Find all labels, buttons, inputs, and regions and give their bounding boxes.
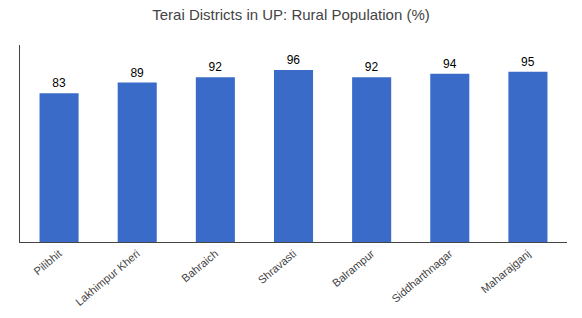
svg-text:83: 83 xyxy=(52,76,66,90)
svg-text:92: 92 xyxy=(365,60,379,74)
svg-text:94: 94 xyxy=(443,57,457,71)
svg-text:89: 89 xyxy=(130,66,144,80)
svg-text:Pilibhit: Pilibhit xyxy=(31,247,64,277)
svg-text:Bahraich: Bahraich xyxy=(179,247,220,284)
svg-text:Terai Districts in UP: Rural P: Terai Districts in UP: Rural Population … xyxy=(152,6,430,23)
svg-text:Lakhimpur Kheri: Lakhimpur Kheri xyxy=(73,247,142,308)
svg-text:Maharajganj: Maharajganj xyxy=(479,247,533,295)
svg-text:Shravasti: Shravasti xyxy=(255,247,298,286)
svg-text:95: 95 xyxy=(521,55,535,69)
svg-text:Balrampur: Balrampur xyxy=(330,247,377,289)
svg-text:96: 96 xyxy=(287,53,301,67)
svg-text:Siddharthnagar: Siddharthnagar xyxy=(389,247,455,305)
svg-text:92: 92 xyxy=(209,60,223,74)
